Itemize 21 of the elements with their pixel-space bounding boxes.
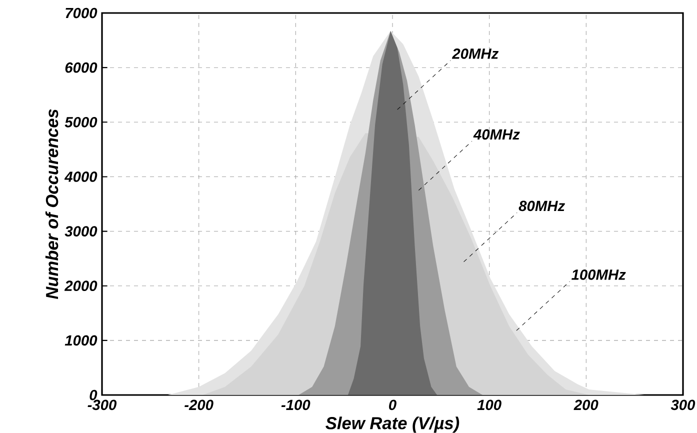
x-tick-label: -300 [88, 400, 117, 410]
y-tick-label: 2000 [64, 280, 98, 292]
x-tick-label: 0 [389, 400, 396, 410]
y-tick-label: 6000 [65, 62, 98, 73]
y-tick-label: 1000 [64, 335, 98, 346]
x-tick-label: -200 [184, 400, 214, 410]
y-axis-title: Number of Occurences [45, 109, 58, 300]
y-tick-label: 5000 [64, 116, 98, 128]
annotation: 100MHz [572, 270, 626, 280]
y-tick-label: 0 [90, 390, 98, 400]
x-tick-label: 300 [670, 400, 696, 410]
x-tick-label: 200 [574, 400, 598, 410]
annotation: 20MHz [452, 48, 499, 59]
x-tick-label: 100 [477, 400, 502, 410]
y-tick-label: 7000 [66, 8, 98, 18]
annotation: 40MHz [473, 129, 520, 140]
x-axis-title: Slew Rate (V/µs) [326, 416, 460, 433]
y-tick-label: 3000 [64, 226, 98, 236]
y-tick-label: 4000 [64, 172, 98, 182]
x-tick-label: -100 [281, 400, 310, 410]
annotation: 80MHz [518, 200, 565, 212]
